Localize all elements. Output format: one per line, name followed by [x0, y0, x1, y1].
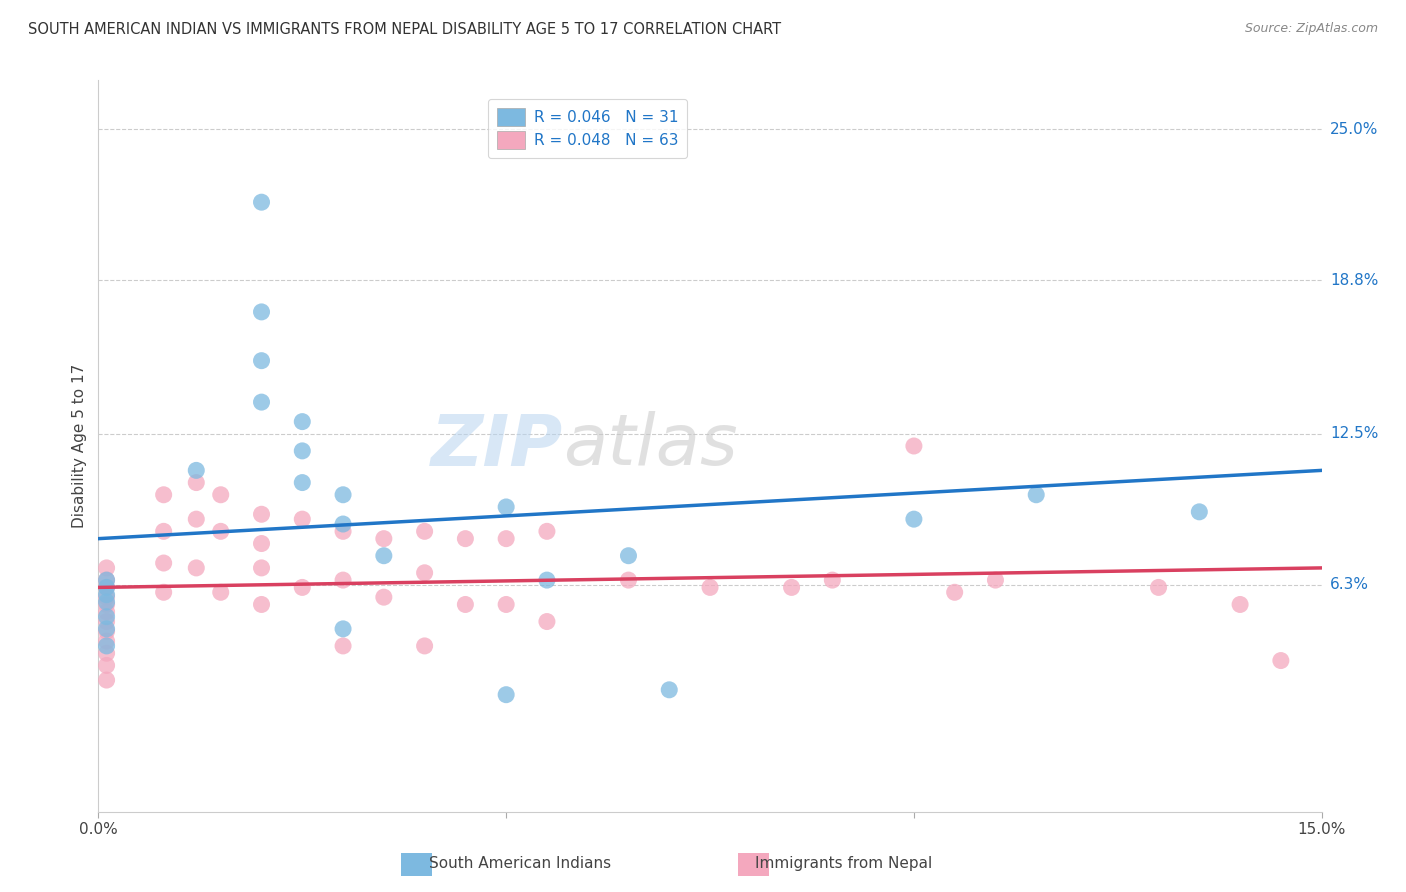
- Point: [373, 532, 395, 546]
- Point: [413, 566, 436, 580]
- Text: 6.3%: 6.3%: [1330, 577, 1369, 592]
- Point: [96, 598, 118, 612]
- Point: [96, 581, 118, 595]
- Point: [291, 512, 314, 526]
- Point: [250, 561, 273, 575]
- Point: [96, 590, 118, 604]
- Point: [152, 556, 174, 570]
- Point: [96, 634, 118, 648]
- Point: [332, 622, 354, 636]
- Point: [454, 532, 477, 546]
- Point: [332, 488, 354, 502]
- Point: [291, 475, 314, 490]
- Point: [96, 646, 118, 660]
- Point: [186, 512, 208, 526]
- Point: [332, 639, 354, 653]
- Point: [1188, 505, 1211, 519]
- Point: [1147, 581, 1170, 595]
- Point: [186, 475, 208, 490]
- Point: [96, 639, 118, 653]
- Point: [96, 658, 118, 673]
- Point: [332, 516, 354, 531]
- Point: [209, 585, 232, 599]
- Point: [250, 395, 273, 409]
- Point: [96, 573, 118, 587]
- Point: [413, 639, 436, 653]
- Point: [96, 573, 118, 587]
- Point: [250, 536, 273, 550]
- Point: [250, 353, 273, 368]
- Point: [96, 581, 118, 595]
- Point: [617, 573, 640, 587]
- Point: [821, 573, 844, 587]
- Point: [1270, 654, 1292, 668]
- Point: [186, 561, 208, 575]
- Point: [186, 463, 208, 477]
- Point: [495, 500, 517, 514]
- Point: [209, 524, 232, 539]
- Point: [413, 524, 436, 539]
- Text: 25.0%: 25.0%: [1330, 121, 1378, 136]
- Point: [943, 585, 966, 599]
- Point: [96, 609, 118, 624]
- Point: [96, 588, 118, 602]
- Point: [96, 605, 118, 619]
- Point: [291, 443, 314, 458]
- Point: [373, 549, 395, 563]
- Point: [903, 512, 925, 526]
- Point: [96, 624, 118, 639]
- Point: [903, 439, 925, 453]
- Y-axis label: Disability Age 5 to 17: Disability Age 5 to 17: [72, 364, 87, 528]
- Legend: R = 0.046   N = 31, R = 0.048   N = 63: R = 0.046 N = 31, R = 0.048 N = 63: [488, 99, 688, 158]
- Point: [96, 615, 118, 629]
- Point: [984, 573, 1007, 587]
- Point: [152, 524, 174, 539]
- Point: [536, 573, 558, 587]
- Point: [96, 673, 118, 687]
- Point: [617, 549, 640, 563]
- Text: 12.5%: 12.5%: [1330, 426, 1378, 442]
- Point: [495, 598, 517, 612]
- Point: [250, 598, 273, 612]
- Point: [96, 561, 118, 575]
- Point: [332, 524, 354, 539]
- Point: [291, 581, 314, 595]
- Point: [373, 590, 395, 604]
- Point: [780, 581, 803, 595]
- Point: [152, 585, 174, 599]
- Point: [1025, 488, 1047, 502]
- Text: SOUTH AMERICAN INDIAN VS IMMIGRANTS FROM NEPAL DISABILITY AGE 5 TO 17 CORRELATIO: SOUTH AMERICAN INDIAN VS IMMIGRANTS FROM…: [28, 22, 782, 37]
- Text: Source: ZipAtlas.com: Source: ZipAtlas.com: [1244, 22, 1378, 36]
- Text: Immigrants from Nepal: Immigrants from Nepal: [755, 856, 932, 871]
- Point: [699, 581, 721, 595]
- Text: South American Indians: South American Indians: [429, 856, 612, 871]
- Point: [96, 622, 118, 636]
- Point: [291, 415, 314, 429]
- Point: [495, 532, 517, 546]
- Text: ZIP: ZIP: [432, 411, 564, 481]
- Point: [536, 524, 558, 539]
- Point: [658, 682, 681, 697]
- Point: [209, 488, 232, 502]
- Point: [152, 488, 174, 502]
- Point: [96, 595, 118, 609]
- Point: [454, 598, 477, 612]
- Text: 18.8%: 18.8%: [1330, 273, 1378, 288]
- Point: [250, 305, 273, 319]
- Point: [495, 688, 517, 702]
- Point: [536, 615, 558, 629]
- Point: [332, 573, 354, 587]
- Point: [250, 508, 273, 522]
- Point: [250, 195, 273, 210]
- Point: [1229, 598, 1251, 612]
- Text: atlas: atlas: [564, 411, 738, 481]
